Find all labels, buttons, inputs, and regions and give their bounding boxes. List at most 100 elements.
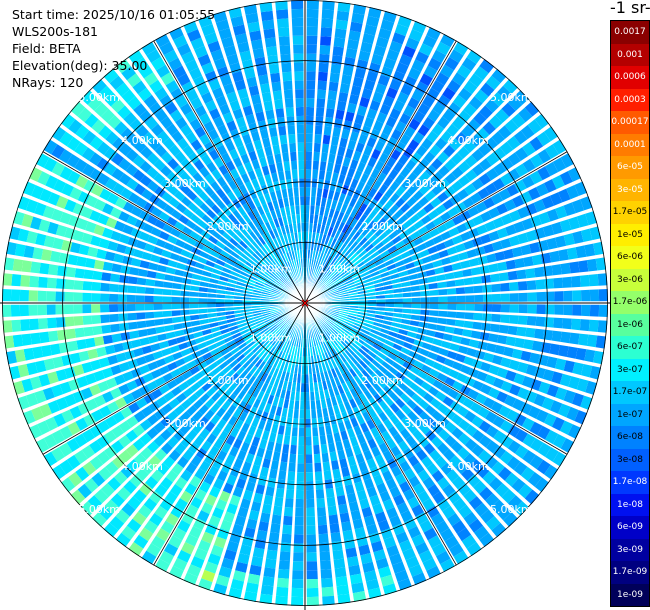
range-gate-cell xyxy=(333,191,341,202)
range-gate-cell xyxy=(272,396,280,407)
range-gate-cell xyxy=(287,233,292,243)
range-gate-cell xyxy=(364,79,376,91)
range-gate-cell xyxy=(165,470,179,483)
range-gate-cell xyxy=(312,259,317,269)
range-gate-cell xyxy=(58,252,70,264)
range-gate-cell xyxy=(418,43,433,57)
range-gate-cell xyxy=(82,130,97,145)
range-gate-cell xyxy=(55,291,65,302)
range-gate-cell xyxy=(231,267,242,274)
range-gate-cell xyxy=(318,313,327,320)
range-gate-cell xyxy=(157,264,167,273)
range-gate-cell xyxy=(333,239,341,249)
range-gate-cell xyxy=(255,281,265,287)
range-gate-cell xyxy=(269,468,278,479)
range-gate-cell xyxy=(377,245,387,254)
range-gate-cell xyxy=(333,386,340,396)
range-gate-cell xyxy=(168,535,183,549)
range-gate-cell xyxy=(406,422,418,434)
range-gate-cell xyxy=(82,163,95,177)
range-gate-cell xyxy=(271,288,281,294)
range-gate-cell xyxy=(341,327,350,335)
range-gate-cell xyxy=(365,230,374,240)
range-gate-cell xyxy=(318,335,323,345)
range-gate-cell xyxy=(174,151,187,164)
ray-separator xyxy=(304,302,594,398)
range-gate-cell xyxy=(274,153,282,164)
range-gate-cell xyxy=(409,320,420,327)
range-gate-cell xyxy=(452,94,467,109)
range-gate-cell xyxy=(329,270,337,278)
range-gate-cell xyxy=(394,303,403,308)
range-gate-cell xyxy=(426,463,439,476)
range-gate-cell xyxy=(309,382,314,392)
range-gate-cell xyxy=(316,316,323,324)
range-gate-cell xyxy=(279,179,287,190)
range-gate-cell xyxy=(274,496,284,507)
range-gate-cell xyxy=(205,100,217,112)
range-gate-cell xyxy=(59,381,72,395)
range-gate-cell xyxy=(467,474,481,488)
range-gate-cell xyxy=(272,271,280,279)
range-gate-cell xyxy=(505,259,516,270)
range-gate-cell xyxy=(352,518,364,530)
range-gate-cell xyxy=(205,357,215,366)
range-gate-cell xyxy=(147,413,159,426)
range-gate-cell xyxy=(488,477,503,491)
range-gate-cell xyxy=(107,401,120,414)
range-gate-cell xyxy=(486,425,499,438)
range-gate-cell xyxy=(133,183,146,196)
range-gate-cell xyxy=(313,453,321,464)
range-gate-cell xyxy=(560,331,571,344)
range-gate-cell xyxy=(403,447,415,460)
range-gate-cell xyxy=(260,305,270,308)
range-gate-cell xyxy=(427,276,437,283)
range-gate-cell xyxy=(312,223,318,233)
range-gate-cell xyxy=(352,4,367,15)
range-gate-cell xyxy=(333,261,341,270)
range-gate-cell xyxy=(232,24,246,36)
range-gate-cell xyxy=(313,269,318,278)
range-gate-cell xyxy=(103,522,119,538)
range-gate-cell xyxy=(480,509,495,524)
range-gate-cell xyxy=(384,356,395,366)
range-gate-cell xyxy=(507,495,523,510)
range-gate-cell xyxy=(339,269,349,277)
range-gate-cell xyxy=(252,312,262,317)
range-gate-cell xyxy=(377,172,387,183)
range-gate-cell xyxy=(128,402,140,414)
range-gate-cell xyxy=(367,376,377,386)
range-gate-cell xyxy=(260,271,269,279)
range-gate-cell xyxy=(269,229,276,240)
range-gate-cell xyxy=(544,126,559,142)
range-gate-cell xyxy=(92,325,103,336)
range-gate-cell xyxy=(70,101,86,117)
range-gate-cell xyxy=(483,352,495,363)
range-gate-cell xyxy=(237,88,249,100)
range-gate-cell xyxy=(350,388,358,398)
range-gate-cell xyxy=(226,91,238,103)
range-gate-cell xyxy=(358,50,371,62)
range-gate-cell xyxy=(572,304,582,316)
range-gate-cell xyxy=(551,416,565,431)
range-gate-cell xyxy=(327,189,335,200)
range-gate-cell xyxy=(180,436,192,448)
range-gate-cell xyxy=(325,171,332,181)
range-gate-cell xyxy=(380,66,393,78)
range-gate-cell xyxy=(317,417,324,427)
range-gate-cell xyxy=(235,33,248,45)
range-gate-cell xyxy=(109,516,125,531)
range-gate-cell xyxy=(120,465,134,479)
range-gate-cell xyxy=(409,213,420,224)
range-gate-cell xyxy=(229,446,239,458)
range-gate-cell xyxy=(180,124,193,137)
range-gate-cell xyxy=(254,250,263,259)
range-gate-cell xyxy=(305,213,310,223)
range-gate-cell xyxy=(213,335,224,343)
range-gate-cell xyxy=(495,483,510,498)
range-gate-cell xyxy=(285,206,291,216)
range-gate-cell xyxy=(378,332,388,339)
range-gate-cell xyxy=(356,535,369,547)
range-gate-cell xyxy=(160,520,175,534)
range-gate-cell xyxy=(109,283,119,293)
